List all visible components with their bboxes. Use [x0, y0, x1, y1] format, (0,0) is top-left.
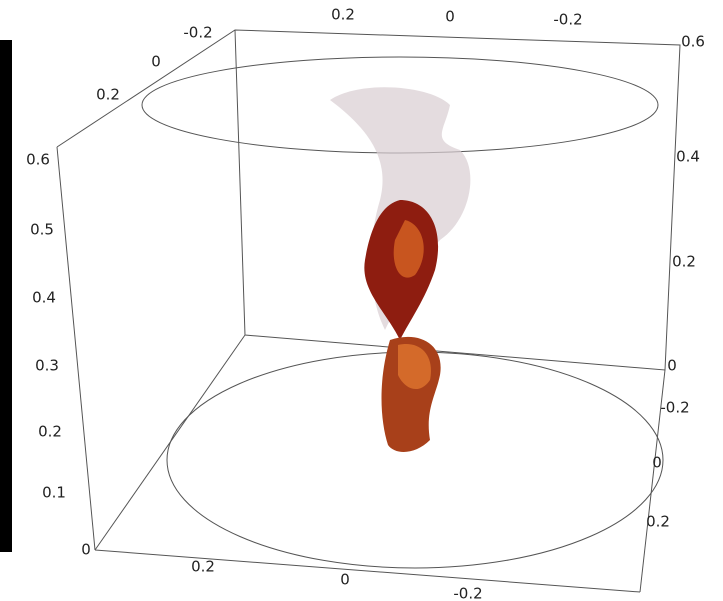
axis-label: -0.2: [183, 24, 212, 42]
axis-label: 0.4: [32, 289, 56, 307]
axis-label: 0.2: [38, 423, 62, 441]
axis-label: 0: [151, 53, 161, 71]
axis-label: 0.6: [681, 33, 705, 51]
side-bar: [0, 40, 12, 552]
axis-label: 0.6: [26, 151, 50, 169]
axis-label: 0: [445, 8, 455, 26]
axis-label: 0.3: [35, 357, 59, 375]
axis-label: 0.2: [331, 6, 355, 24]
axis-label: -0.2: [660, 399, 689, 417]
axis-label: -0.2: [453, 585, 482, 601]
axis-label: -0.2: [553, 11, 582, 29]
scene: 0.2 0 -0.2 -0.2 0 0.2 0.6 0.5 0.4 0.3 0.2 0.1 0 0.6 0.…: [0, 0, 723, 601]
axis-label: 0.1: [42, 484, 66, 502]
axis-label: 0: [340, 571, 350, 589]
axis-label: 0.4: [676, 148, 700, 166]
axis-label: 0.2: [672, 253, 696, 271]
plume: [330, 87, 470, 452]
axis-label: 0.5: [30, 221, 54, 239]
axis-label: 0.2: [191, 558, 215, 576]
axis-label: 0.2: [646, 513, 670, 531]
axis-label: 0: [81, 541, 91, 559]
axis-label: 0: [667, 357, 677, 375]
axis-label: 0.2: [96, 86, 120, 104]
axis-label: 0: [652, 454, 662, 472]
